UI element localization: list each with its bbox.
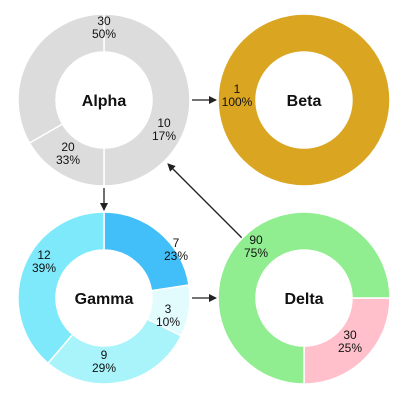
segment-percent: 23% (164, 249, 188, 263)
segment-gamma-3 (17, 211, 105, 365)
segment-label-delta-1: 90 75% (244, 233, 268, 260)
segment-label-gamma-3: 12 39% (32, 248, 56, 275)
donut-delta: Delta 30 25% 90 75% (217, 211, 391, 385)
segment-percent: 50% (92, 27, 116, 41)
segment-percent: 17% (152, 129, 176, 143)
segment-value: 30 (343, 328, 357, 342)
segment-value: 1 (234, 82, 241, 96)
segment-value: 12 (37, 248, 51, 262)
segment-alpha-2 (17, 13, 105, 145)
segment-percent: 10% (156, 315, 180, 329)
segment-percent: 39% (32, 261, 56, 275)
donut-beta: Beta 1 100% (217, 13, 391, 187)
segment-label-alpha-0: 30 50% (92, 14, 116, 41)
segment-value: 20 (61, 140, 75, 154)
segment-gamma-2 (46, 318, 183, 385)
segment-label-beta-0: 1 100% (222, 82, 253, 109)
segment-value: 7 (173, 236, 180, 250)
segment-percent: 33% (56, 153, 80, 167)
segment-label-alpha-2: 20 33% (56, 140, 80, 167)
segment-label-gamma-1: 3 10% (156, 302, 180, 329)
donut-title-beta: Beta (287, 93, 322, 110)
donut-gamma: Gamma 7 23% 3 10% 9 29% 12 39% (17, 211, 191, 385)
segment-value: 9 (101, 348, 108, 362)
segment-label-gamma-0: 7 23% (164, 236, 188, 263)
edges-layer (100, 96, 243, 302)
donut-title-gamma: Gamma (75, 291, 134, 308)
donut-title-delta: Delta (284, 291, 323, 308)
segment-value: 90 (249, 233, 263, 247)
segment-label-delta-0: 30 25% (338, 328, 362, 355)
segment-percent: 29% (92, 361, 116, 375)
segment-value: 10 (157, 116, 171, 130)
segment-delta-1 (217, 211, 391, 385)
segment-percent: 25% (338, 341, 362, 355)
segment-beta-0 (217, 13, 391, 187)
segment-alpha-0 (103, 13, 191, 187)
segment-label-gamma-2: 9 29% (92, 348, 116, 375)
edge-delta-to-alpha (167, 163, 243, 239)
segment-percent: 100% (222, 95, 253, 109)
segment-percent: 75% (244, 246, 268, 260)
donut-alpha: Alpha 30 50% 10 17% 20 33% (17, 13, 191, 187)
segment-value: 30 (97, 14, 111, 28)
segment-value: 3 (165, 302, 172, 316)
segment-label-alpha-1: 10 17% (152, 116, 176, 143)
donut-title-alpha: Alpha (82, 93, 127, 110)
